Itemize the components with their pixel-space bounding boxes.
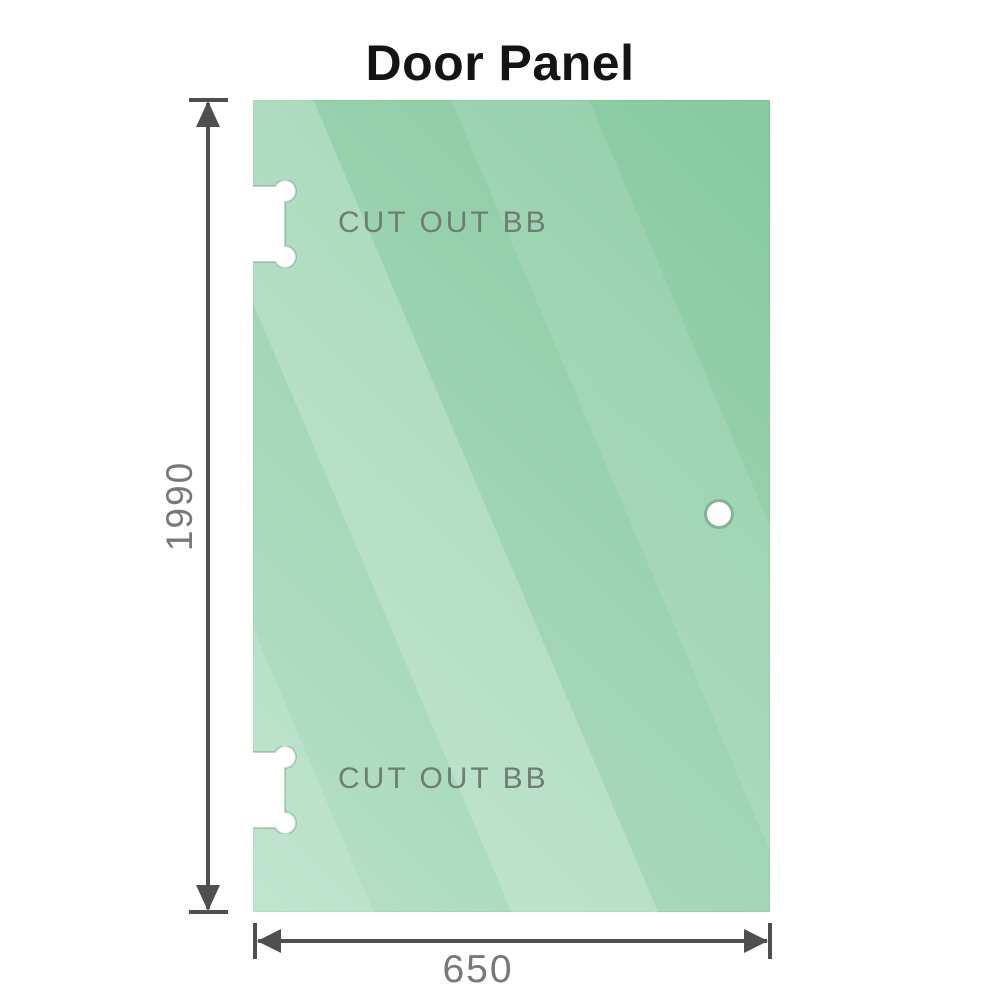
hinge-cutout-top <box>253 180 297 268</box>
glass-panel: CUT OUT BB CUT OUT BB <box>253 100 770 912</box>
page-title: Door Panel <box>365 35 635 91</box>
hinge-cutout-top-shape <box>253 180 297 268</box>
glass-reflection <box>253 100 770 912</box>
handle-hole <box>707 502 731 526</box>
hinge-cutout-bottom <box>253 746 297 834</box>
cutout-label-top: CUT OUT BB <box>338 206 549 239</box>
hinge-cutout-bottom-shape <box>253 746 297 834</box>
width-dimension-label: 650 <box>442 948 514 991</box>
arrow-up-icon <box>196 101 220 127</box>
arrow-left-icon <box>257 929 281 953</box>
arrow-down-icon <box>196 885 220 911</box>
cutout-label-bottom: CUT OUT BB <box>338 762 549 795</box>
arrow-right-icon <box>744 929 768 953</box>
height-dimension-label: 1990 <box>159 460 200 552</box>
